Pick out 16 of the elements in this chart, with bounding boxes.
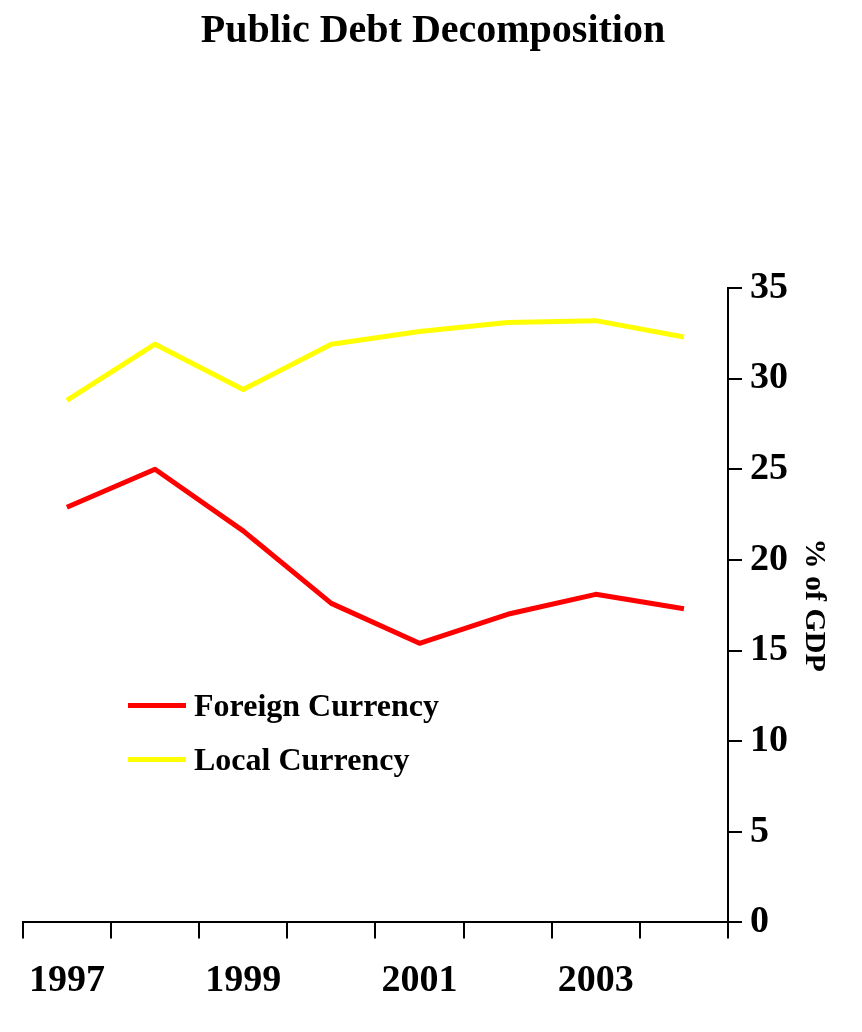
x-tick-label: 1997	[28, 957, 105, 1000]
y-tick-label: 15	[750, 626, 788, 669]
legend-label: Local Currency	[194, 740, 410, 778]
y-tick-label: 10	[750, 716, 788, 759]
y-tick-label: 5	[750, 807, 769, 850]
chart-title: Public Debt Decomposition	[200, 6, 666, 52]
y-axis-title: % of GDP	[800, 538, 834, 672]
y-tick-label: 20	[750, 535, 788, 578]
y-tick-label: 25	[750, 445, 788, 488]
x-tick-label: 2003	[557, 957, 634, 1000]
y-tick-label: 0	[750, 898, 769, 941]
legend-label: Foreign Currency	[194, 686, 439, 724]
x-tick-label: 1999	[205, 957, 282, 1000]
x-tick-label: 2001	[381, 957, 458, 1000]
y-tick-label: 30	[750, 354, 788, 397]
y-tick-label: 35	[750, 263, 788, 306]
